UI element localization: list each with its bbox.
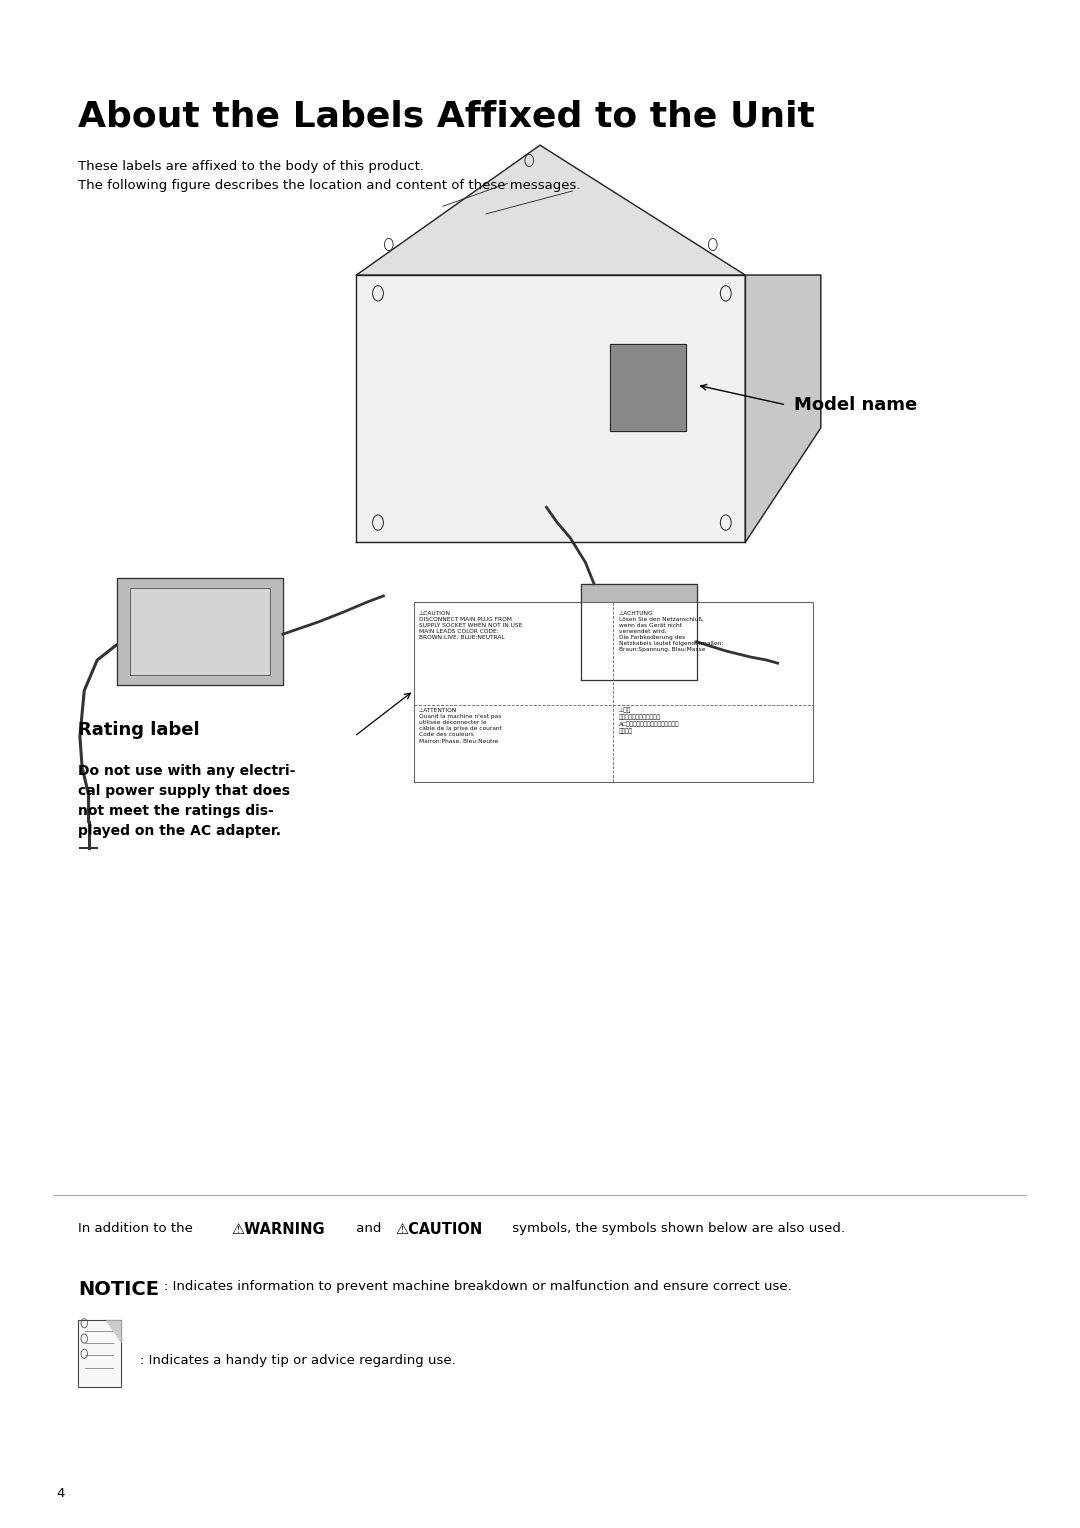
Text: 4: 4 (56, 1487, 65, 1500)
Polygon shape (356, 145, 745, 275)
Text: In addition to the: In addition to the (78, 1222, 197, 1236)
FancyBboxPatch shape (78, 1320, 121, 1387)
Text: ⚠CAUTION
DISCONNECT MAIN PLUG FROM
SUPPLY SOCKET WHEN NOT IN USE
MAIN LEADS COLO: ⚠CAUTION DISCONNECT MAIN PLUG FROM SUPPL… (419, 611, 523, 640)
Text: ⚠ACHTUNG
Lösen Sie den Netzanschluß,
wenn das Gerät nicht
verwendet wird.
Die Fa: ⚠ACHTUNG Lösen Sie den Netzanschluß, wen… (619, 611, 724, 652)
Polygon shape (581, 584, 697, 680)
Polygon shape (778, 651, 791, 672)
Text: These labels are affixed to the body of this product.
The following figure descr: These labels are affixed to the body of … (78, 160, 580, 193)
Text: Do not use with any electri-
cal power supply that does
not meet the ratings dis: Do not use with any electri- cal power s… (78, 764, 295, 839)
Text: ⚠WARNING: ⚠WARNING (231, 1222, 325, 1238)
FancyBboxPatch shape (414, 602, 813, 782)
Text: : Indicates a handy tip or advice regarding use.: : Indicates a handy tip or advice regard… (140, 1354, 456, 1368)
Text: ⚠CAUTION: ⚠CAUTION (395, 1222, 483, 1238)
Text: NOTICE: NOTICE (78, 1280, 159, 1299)
Polygon shape (610, 344, 686, 431)
Text: ⚠注意
長時間使用しない場合は、
ACアダプタをコンセントから抜いて
下さい。: ⚠注意 長時間使用しない場合は、 ACアダプタをコンセントから抜いて 下さい。 (619, 707, 679, 733)
Text: Rating label: Rating label (78, 721, 200, 740)
Text: ⚠ATTENTION
Quand la machine n'est pas
utilisée déconnecter le
câble de la prise : ⚠ATTENTION Quand la machine n'est pas ut… (419, 707, 502, 744)
Text: : Indicates information to prevent machine breakdown or malfunction and ensure c: : Indicates information to prevent machi… (164, 1280, 792, 1294)
Text: and: and (352, 1222, 386, 1236)
Polygon shape (117, 578, 283, 685)
Polygon shape (745, 275, 821, 542)
Text: About the Labels Affixed to the Unit: About the Labels Affixed to the Unit (78, 99, 814, 133)
Polygon shape (106, 1320, 121, 1342)
Text: symbols, the symbols shown below are also used.: symbols, the symbols shown below are als… (509, 1222, 846, 1236)
Text: Model name: Model name (794, 396, 917, 414)
Polygon shape (130, 588, 270, 675)
Polygon shape (356, 275, 745, 542)
